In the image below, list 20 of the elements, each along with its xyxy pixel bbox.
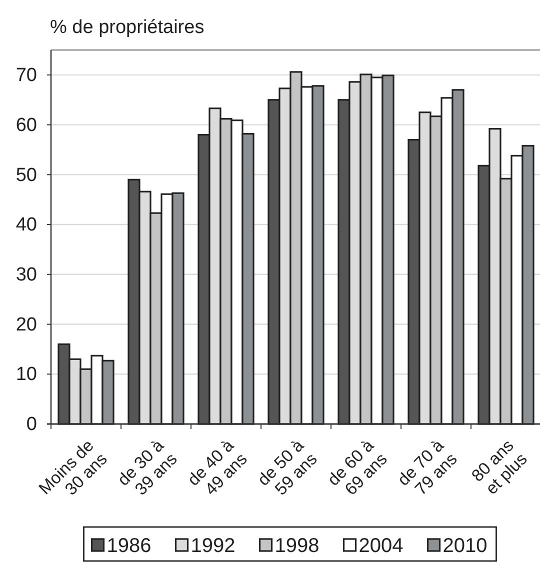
legend-label: 1986 <box>106 535 152 557</box>
x-tick-label: 80 ans et plus <box>468 436 531 498</box>
y-tick-label: 50 <box>16 164 37 186</box>
x-tick-label: de 40 à 49 ans <box>184 436 251 499</box>
legend-label: 1992 <box>190 535 236 557</box>
y-tick-label: 0 <box>26 414 37 436</box>
legend-label: 1998 <box>274 535 320 557</box>
y-tick-label: 40 <box>16 214 37 236</box>
x-tick-label: de 50 à 59 ans <box>254 436 321 499</box>
legend-label: 2010 <box>442 535 488 557</box>
y-tick-label: 70 <box>16 65 37 86</box>
y-tick-label: 20 <box>16 314 37 336</box>
y-tick-label: 30 <box>16 264 37 286</box>
y-tick-label: 60 <box>16 114 37 136</box>
x-tick-label: de 30 à 39 ans <box>114 436 181 499</box>
legend-label: 2004 <box>358 535 404 557</box>
x-tick-label: de 70 à 79 ans <box>394 436 461 499</box>
y-axis-title: % de propriétaires <box>50 17 204 38</box>
x-tick-label: de 60 à 69 ans <box>324 436 391 499</box>
y-tick-label: 10 <box>16 364 37 386</box>
